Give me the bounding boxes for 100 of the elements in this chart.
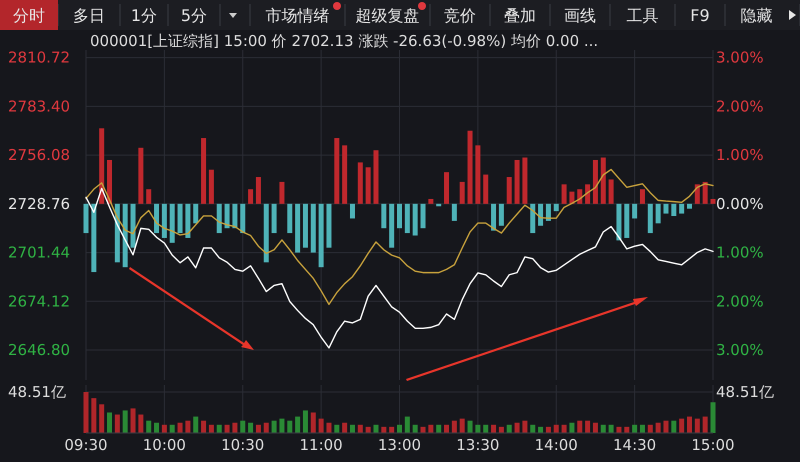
y-tick-label: 2674.12	[8, 292, 70, 310]
bar	[663, 420, 668, 433]
bar	[138, 414, 144, 433]
y2-tick-label: 3.00%	[716, 48, 764, 67]
bar	[648, 424, 653, 433]
y2-tick-label: 1.00%	[716, 146, 764, 164]
y-tick-label: 2646.80	[8, 341, 70, 360]
x-tick-label: 14:00	[534, 436, 578, 454]
bar	[224, 424, 230, 433]
bar	[272, 420, 277, 433]
bar	[468, 420, 473, 433]
bar	[460, 418, 465, 433]
bar	[287, 420, 292, 433]
text: 超级复盘	[356, 6, 420, 25]
x-tick-label: 13:00	[378, 436, 422, 454]
y-tick-label: 2728.76	[8, 194, 70, 213]
bar	[679, 204, 684, 214]
bar	[178, 422, 183, 433]
bar	[326, 204, 332, 248]
bar	[624, 204, 630, 238]
bar	[264, 204, 269, 262]
bar	[201, 420, 206, 433]
x-tick-label: 14:30	[613, 436, 656, 454]
bar	[444, 172, 450, 204]
bar	[656, 422, 661, 433]
bar	[600, 424, 606, 433]
bar	[397, 204, 402, 228]
bar	[240, 420, 246, 433]
bar	[679, 418, 684, 433]
y2-tick-label: 2.00%	[716, 97, 764, 116]
bar	[475, 424, 480, 433]
bar	[310, 412, 316, 433]
bar	[514, 160, 520, 204]
bar	[514, 422, 520, 433]
bar	[302, 204, 308, 248]
bar	[146, 189, 152, 204]
bar	[146, 420, 152, 433]
bar	[522, 158, 528, 204]
bar	[122, 410, 128, 433]
bar	[538, 204, 544, 226]
bar	[585, 184, 590, 204]
x-tick-label: 11:00	[300, 436, 343, 454]
bar	[608, 179, 614, 204]
bar	[686, 204, 692, 209]
bar	[632, 204, 638, 218]
bar	[671, 204, 676, 216]
bar	[224, 204, 230, 228]
y-tick-label: 2756.08	[8, 146, 70, 164]
bar	[279, 182, 284, 204]
bar	[569, 192, 574, 204]
bar	[114, 414, 120, 433]
y2-tick-label: 2.00%	[716, 292, 764, 310]
bar	[334, 424, 340, 433]
bar	[554, 204, 559, 212]
text: 5分	[180, 6, 208, 25]
bar	[389, 204, 394, 248]
bar	[483, 174, 488, 204]
bar	[193, 204, 198, 224]
y-tick-label: 2783.40	[8, 97, 70, 116]
bar	[342, 422, 348, 433]
bar	[185, 204, 190, 238]
bar	[491, 204, 496, 231]
bar	[404, 204, 410, 234]
bar	[248, 189, 254, 204]
bar	[632, 424, 638, 433]
bar	[91, 204, 96, 272]
bar	[562, 184, 567, 204]
bar	[381, 204, 386, 228]
x-tick-label: 09:30	[64, 436, 108, 454]
bar	[460, 182, 465, 204]
bar	[694, 418, 700, 433]
bar	[366, 167, 371, 204]
text: 1分	[130, 6, 158, 25]
bar	[302, 410, 308, 433]
bar	[506, 424, 512, 433]
text: 画线	[564, 6, 596, 25]
bar	[468, 130, 473, 204]
chart-title: 000001[上证综指] 15:00 价 2702.13 涨跌 -26.63(-0.98%) 均价 0.00 ...	[90, 32, 598, 50]
y2-tick-label: 1.00%	[716, 244, 764, 262]
bar	[84, 392, 88, 433]
bar	[350, 204, 355, 218]
bar	[310, 204, 316, 253]
line-series	[85, 188, 714, 349]
y2-tick-label: 3.00%	[716, 341, 764, 360]
bar	[702, 182, 708, 204]
bar	[428, 198, 434, 204]
bar	[436, 204, 442, 206]
bar	[272, 204, 277, 234]
y-tick-label: 2810.72	[8, 48, 70, 67]
bar	[201, 138, 206, 204]
bar	[585, 420, 590, 433]
bar	[264, 422, 269, 433]
bar	[240, 204, 246, 234]
bar	[452, 204, 457, 221]
bar	[498, 204, 504, 226]
bar	[569, 422, 574, 433]
bar	[99, 404, 104, 433]
bar	[506, 177, 512, 204]
bar	[702, 416, 708, 433]
bar	[616, 204, 622, 240]
